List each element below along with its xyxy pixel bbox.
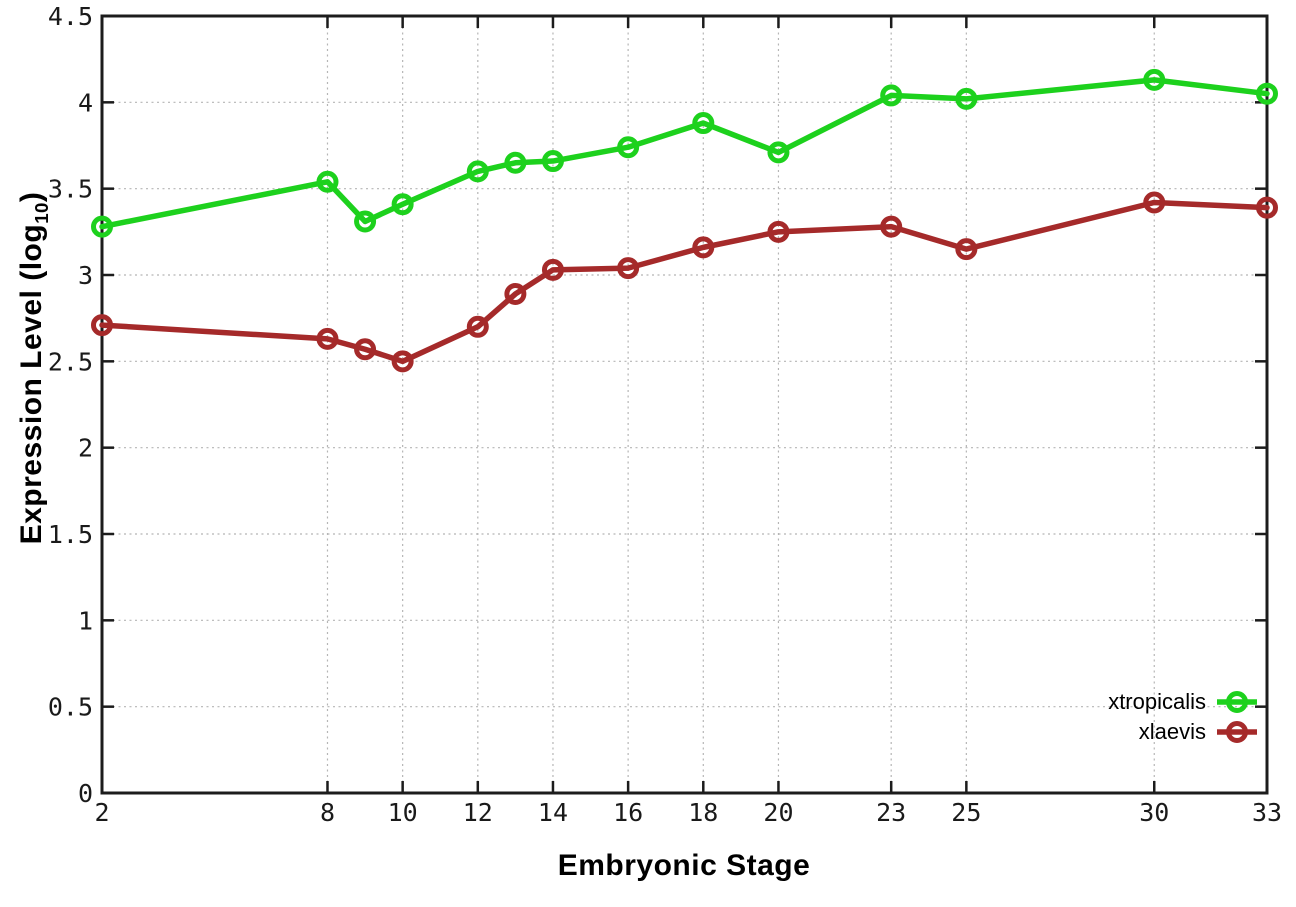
- xtropicalis-point-13: [504, 151, 527, 174]
- xlaevis-point-25: [955, 238, 978, 261]
- x-tick-label-20: 20: [763, 798, 793, 827]
- xtropicalis-point-20: [767, 141, 790, 164]
- xlaevis-point-14: [541, 258, 564, 281]
- x-tick-label-25: 25: [951, 798, 981, 827]
- y-tick-label-1: 1: [78, 606, 93, 635]
- legend-row-xtropicalis: xtropicalis: [1108, 687, 1258, 717]
- y-tick-label-3: 3: [78, 261, 93, 290]
- xtropicalis-point-2: [91, 215, 113, 238]
- xlaevis-point-8: [316, 327, 339, 350]
- y-tick-label-1_5: 1.5: [48, 520, 93, 549]
- y-axis-title-text: Expression Level (log: [15, 223, 48, 545]
- xlaevis-line: [99, 199, 1270, 365]
- y-tick-label-3_5: 3.5: [48, 175, 93, 204]
- xtropicalis-point-14: [541, 150, 564, 173]
- xlaevis-point-9: [354, 338, 377, 361]
- x-tick-label-16: 16: [613, 798, 643, 827]
- y-tick-label-0_5: 0.5: [48, 693, 93, 722]
- x-axis-title: Embryonic Stage: [557, 849, 811, 882]
- x-tick-label-30: 30: [1139, 798, 1169, 827]
- xtropicalis-point-16: [617, 136, 640, 159]
- x-tick-label-10: 10: [388, 798, 418, 827]
- legend-label-xlaevis: xlaevis: [1138, 719, 1206, 744]
- xtropicalis-point-30: [1143, 68, 1166, 91]
- xlaevis-point-16: [617, 257, 640, 280]
- x-tick-label-8: 8: [320, 798, 335, 827]
- y-axis-title-suffix: ): [15, 191, 48, 203]
- y-axis-title: Expression Level (log10): [15, 192, 53, 545]
- y-axis-title-subscript: 10: [31, 202, 52, 224]
- y-tick-label-0: 0: [78, 779, 93, 808]
- xlaevis-point-2: [91, 314, 113, 337]
- xlaevis-point-20: [767, 220, 790, 243]
- xlaevis-point-12: [466, 315, 489, 338]
- xtropicalis-point-25: [955, 87, 978, 110]
- plot-border: [100, 14, 1269, 795]
- x-tick-label-33: 33: [1252, 798, 1282, 827]
- xtropicalis-point-12: [466, 160, 489, 183]
- x-tick-label-14: 14: [538, 798, 568, 827]
- xlaevis-point-33: [1256, 196, 1278, 219]
- xlaevis-point-23: [880, 215, 903, 238]
- xtropicalis-point-33: [1256, 82, 1278, 105]
- y-tick-label-2: 2: [78, 434, 93, 463]
- legend-marker-xlaevis: [1217, 721, 1257, 743]
- x-tick-label-18: 18: [688, 798, 718, 827]
- legend: xtropicalis xlaevis: [1108, 687, 1258, 747]
- y-tick-label-4: 4: [78, 88, 93, 117]
- xtropicalis-point-10: [391, 193, 414, 216]
- xtropicalis-point-18: [692, 112, 715, 135]
- y-tick-label-4_5: 4.5: [48, 2, 93, 31]
- legend-label-xtropicalis: xtropicalis: [1108, 689, 1206, 714]
- x-tick-label-2: 2: [94, 798, 109, 827]
- legend-marker-xtropicalis: [1217, 691, 1257, 713]
- x-tick-label-12: 12: [463, 798, 493, 827]
- xlaevis-point-30: [1143, 191, 1166, 214]
- legend-point-sample: [1226, 691, 1248, 713]
- xlaevis-point-18: [692, 236, 715, 259]
- legend-point-sample: [1226, 721, 1248, 743]
- xlaevis-point-13: [504, 282, 527, 305]
- xtropicalis-point-23: [880, 84, 903, 107]
- x-tick-label-23: 23: [876, 798, 906, 827]
- xtropicalis-point-8: [316, 170, 339, 193]
- y-tick-label-2_5: 2.5: [48, 347, 93, 376]
- legend-row-xlaevis: xlaevis: [1108, 717, 1258, 747]
- xlaevis-point-10: [391, 350, 414, 373]
- xtropicalis-point-9: [354, 210, 377, 233]
